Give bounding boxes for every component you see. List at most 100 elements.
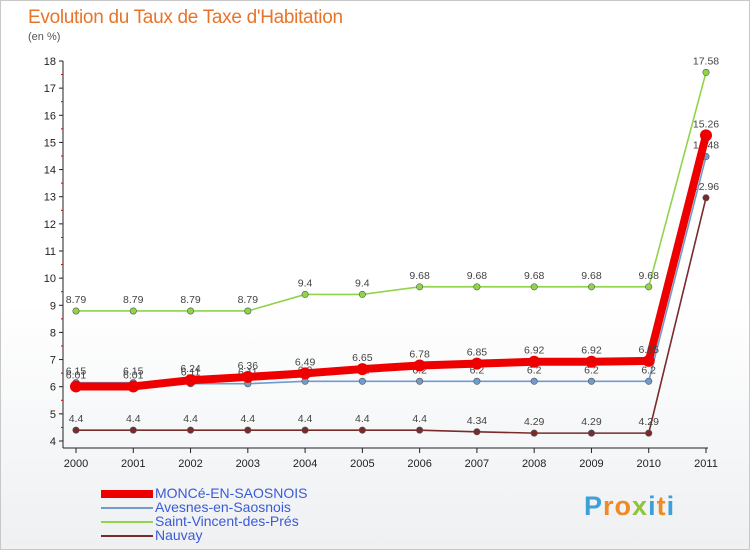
data-label-avesnes-en-saosnois: 6.15 [123, 366, 144, 378]
data-label-saint-vincent-des-pr-s: 9.4 [298, 277, 313, 289]
data-point-nauvay [416, 426, 424, 434]
data-point-nauvay [129, 426, 137, 434]
data-label-nauvay: 4.34 [467, 415, 488, 427]
logo-letter: t [656, 491, 667, 521]
data-label-nauvay: 4.4 [183, 413, 198, 425]
data-point-saint-vincent-des-pr-s [358, 290, 366, 298]
y-tick-label: 13 [44, 192, 56, 204]
legend-label: Nauvay [155, 527, 203, 543]
y-tick-label: 17 [44, 83, 56, 95]
data-label-nauvay: 4.4 [241, 413, 256, 425]
data-label-avesnes-en-saosnois: 6.11 [181, 367, 201, 379]
x-tick-label: 2011 [694, 458, 718, 470]
data-point-saint-vincent-des-pr-s [244, 307, 252, 315]
y-tick-label: 12 [44, 219, 56, 231]
logo-letter: i [648, 491, 657, 521]
x-tick-label: 2004 [293, 458, 317, 470]
y-tick-label: 18 [44, 56, 56, 68]
data-point-saint-vincent-des-pr-s [187, 307, 195, 315]
data-point-monc-en-saosnois [528, 355, 541, 368]
x-tick-label: 2005 [350, 458, 374, 470]
data-label-nauvay: 4.4 [298, 413, 313, 425]
x-tick-label: 2009 [579, 458, 603, 470]
data-label-monc-en-saosnois: 6.95 [639, 344, 660, 356]
data-label-saint-vincent-des-pr-s: 8.79 [123, 294, 144, 306]
data-point-nauvay [244, 426, 252, 434]
data-point-monc-en-saosnois [470, 357, 483, 370]
legend-swatch [101, 490, 153, 498]
logo-letter: x [632, 491, 649, 521]
x-tick-label: 2006 [407, 458, 431, 470]
data-point-monc-en-saosnois [642, 354, 655, 367]
logo-letter: i [666, 491, 676, 521]
data-label-saint-vincent-des-pr-s: 17.58 [693, 55, 719, 67]
data-label-monc-en-saosnois: 6.92 [524, 345, 545, 357]
data-label-monc-en-saosnois: 6.24 [180, 363, 201, 375]
data-point-nauvay [645, 429, 653, 437]
data-label-saint-vincent-des-pr-s: 9.68 [467, 270, 488, 282]
data-point-saint-vincent-des-pr-s [129, 307, 137, 315]
data-point-saint-vincent-des-pr-s [587, 283, 595, 291]
data-label-saint-vincent-des-pr-s: 8.79 [238, 294, 259, 306]
data-point-nauvay [358, 426, 366, 434]
data-point-nauvay [702, 194, 710, 202]
data-point-avesnes-en-saosnois [473, 377, 481, 385]
series-line-monc-en-saosnois [72, 131, 710, 391]
data-label-avesnes-en-saosnois: 6.15 [66, 366, 87, 378]
legend-label: MONCé-EN-SAOSNOIS [155, 485, 308, 501]
data-point-monc-en-saosnois [299, 367, 312, 380]
y-tick-label: 4 [50, 436, 56, 448]
proxiti-logo: Proxiti [584, 491, 675, 522]
data-point-avesnes-en-saosnois [645, 377, 653, 385]
data-label-saint-vincent-des-pr-s: 9.4 [355, 277, 370, 289]
series-line-saint-vincent-des-pr-s [75, 71, 707, 312]
data-label-saint-vincent-des-pr-s: 8.79 [66, 294, 87, 306]
data-point-nauvay [473, 428, 481, 436]
data-point-saint-vincent-des-pr-s [530, 283, 538, 291]
data-label-nauvay: 4.29 [524, 416, 545, 428]
y-tick-label: 10 [44, 273, 56, 285]
data-point-monc-en-saosnois [241, 370, 254, 383]
series-line-avesnes-en-saosnois [75, 155, 707, 385]
series-line-nauvay [75, 197, 707, 434]
y-tick-label: 16 [44, 110, 56, 122]
legend-swatch [101, 535, 153, 537]
data-label-nauvay: 4.29 [581, 416, 602, 428]
y-tick-label: 15 [44, 137, 56, 149]
y-tick-label: 6 [50, 382, 56, 394]
chart-subtitle: (en %) [28, 31, 61, 43]
y-tick-label: 11 [45, 246, 56, 258]
x-tick-label: 2008 [522, 458, 546, 470]
data-point-saint-vincent-des-pr-s [416, 283, 424, 291]
data-point-nauvay [301, 426, 309, 434]
data-point-monc-en-saosnois [585, 355, 598, 368]
data-label-avesnes-en-saosnois: 6.2 [584, 364, 599, 376]
data-label-monc-en-saosnois: 6.01 [123, 369, 144, 381]
x-tick-label: 2001 [121, 458, 145, 470]
legend-swatch [101, 507, 153, 509]
data-point-nauvay [187, 426, 195, 434]
data-point-saint-vincent-des-pr-s [301, 290, 309, 298]
data-label-nauvay: 4.4 [69, 413, 84, 425]
data-label-avesnes-en-saosnois: 6.2 [641, 364, 656, 376]
data-label-nauvay: 4.4 [355, 413, 370, 425]
data-point-nauvay [587, 429, 595, 437]
data-point-avesnes-en-saosnois [416, 377, 424, 385]
legend-label: Saint-Vincent-des-Prés [155, 513, 299, 529]
data-label-saint-vincent-des-pr-s: 8.79 [180, 294, 201, 306]
data-point-nauvay [530, 429, 538, 437]
logo-letter: r [603, 491, 615, 521]
data-label-monc-en-saosnois: 6.01 [66, 369, 87, 381]
y-tick-label: 8 [50, 327, 56, 339]
logo-letter: P [584, 491, 604, 521]
data-point-nauvay [72, 426, 80, 434]
x-tick-label: 2003 [236, 458, 260, 470]
data-label-monc-en-saosnois: 6.65 [352, 352, 373, 364]
data-label-saint-vincent-des-pr-s: 9.68 [524, 270, 545, 282]
data-label-saint-vincent-des-pr-s: 9.68 [409, 270, 430, 282]
legend-label: Avesnes-en-Saosnois [155, 499, 291, 515]
data-label-nauvay: 4.4 [412, 413, 427, 425]
data-label-monc-en-saosnois: 6.49 [295, 356, 316, 368]
